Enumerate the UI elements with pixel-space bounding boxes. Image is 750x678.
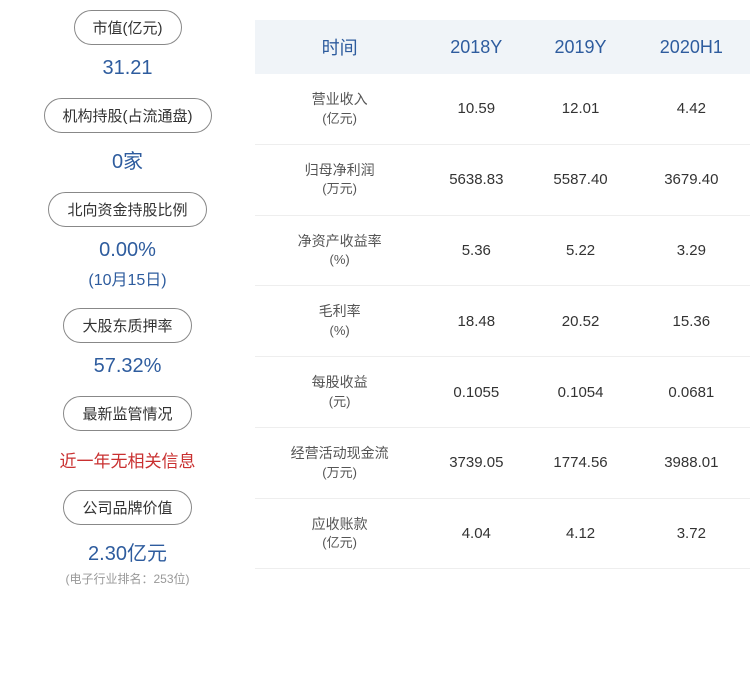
header-2020h1: 2020H1 bbox=[633, 20, 750, 74]
value-cell: 4.04 bbox=[424, 498, 528, 569]
value-cell: 5587.40 bbox=[528, 144, 632, 215]
stat-label: 大股东质押率 bbox=[63, 308, 191, 343]
value-cell: 10.59 bbox=[424, 74, 528, 144]
value-cell: 3679.40 bbox=[633, 144, 750, 215]
metric-unit: (亿元) bbox=[263, 110, 416, 128]
metric-cell: 应收账款 (亿元) bbox=[255, 498, 424, 569]
stat-label: 机构持股(占流通盘) bbox=[44, 98, 212, 133]
metric-cell: 经营活动现金流 (万元) bbox=[255, 427, 424, 498]
value-cell: 4.12 bbox=[528, 498, 632, 569]
stat-value: 57.32% bbox=[94, 355, 162, 378]
metric-name: 归母净利润 bbox=[263, 161, 416, 181]
table-header-row: 时间 2018Y 2019Y 2020H1 bbox=[255, 20, 750, 74]
stat-sub: (10月15日) bbox=[88, 266, 166, 290]
value-cell: 0.1055 bbox=[424, 357, 528, 428]
metric-cell: 毛利率 (%) bbox=[255, 286, 424, 357]
table-row: 毛利率 (%) 18.48 20.52 15.36 bbox=[255, 286, 750, 357]
metric-cell: 净资产收益率 (%) bbox=[255, 215, 424, 286]
value-cell: 5.36 bbox=[424, 215, 528, 286]
value-cell: 4.42 bbox=[633, 74, 750, 144]
value-cell: 20.52 bbox=[528, 286, 632, 357]
value-cell: 0.0681 bbox=[633, 357, 750, 428]
metric-name: 每股收益 bbox=[263, 373, 416, 393]
table-row: 净资产收益率 (%) 5.36 5.22 3.29 bbox=[255, 215, 750, 286]
stat-sub: (电子行业排名：253位) bbox=[65, 570, 189, 587]
financial-table: 时间 2018Y 2019Y 2020H1 营业收入 (亿元) 10.59 12… bbox=[255, 20, 750, 569]
stat-brand: 公司品牌价值 2.30亿元 (电子行业排名：253位) bbox=[25, 490, 230, 587]
left-stats-panel: 市值(亿元) 31.21 机构持股(占流通盘) 0家 北向资金持股比例 0.00… bbox=[0, 10, 255, 668]
metric-cell: 营业收入 (亿元) bbox=[255, 74, 424, 144]
stat-market-cap: 市值(亿元) 31.21 bbox=[25, 10, 230, 80]
stat-label: 最新监管情况 bbox=[63, 396, 191, 431]
value-cell: 3988.01 bbox=[633, 427, 750, 498]
table-body: 营业收入 (亿元) 10.59 12.01 4.42 归母净利润 (万元) 56… bbox=[255, 74, 750, 569]
metric-unit: (亿元) bbox=[263, 534, 416, 552]
header-2018: 2018Y bbox=[424, 20, 528, 74]
metric-name: 营业收入 bbox=[263, 90, 416, 110]
stat-pledge: 大股东质押率 57.32% bbox=[25, 308, 230, 378]
header-2019: 2019Y bbox=[528, 20, 632, 74]
metric-unit: (万元) bbox=[263, 180, 416, 198]
table-row: 经营活动现金流 (万元) 3739.05 1774.56 3988.01 bbox=[255, 427, 750, 498]
value-cell: 3739.05 bbox=[424, 427, 528, 498]
metric-unit: (%) bbox=[263, 251, 416, 269]
stat-label: 市值(亿元) bbox=[74, 10, 182, 45]
table-row: 归母净利润 (万元) 5638.83 5587.40 3679.40 bbox=[255, 144, 750, 215]
value-cell: 5.22 bbox=[528, 215, 632, 286]
metric-unit: (%) bbox=[263, 322, 416, 340]
value-cell: 12.01 bbox=[528, 74, 632, 144]
stat-northbound: 北向资金持股比例 0.00% (10月15日) bbox=[25, 192, 230, 290]
stat-regulatory: 最新监管情况 近一年无相关信息 bbox=[25, 396, 230, 472]
value-cell: 1774.56 bbox=[528, 427, 632, 498]
stat-value: 近一年无相关信息 bbox=[60, 447, 196, 472]
value-cell: 3.72 bbox=[633, 498, 750, 569]
value-cell: 15.36 bbox=[633, 286, 750, 357]
stat-value: 31.21 bbox=[102, 57, 152, 80]
metric-name: 经营活动现金流 bbox=[263, 444, 416, 464]
value-cell: 18.48 bbox=[424, 286, 528, 357]
stat-value: 0家 bbox=[112, 145, 143, 174]
table-row: 应收账款 (亿元) 4.04 4.12 3.72 bbox=[255, 498, 750, 569]
value-cell: 3.29 bbox=[633, 215, 750, 286]
stat-label: 北向资金持股比例 bbox=[48, 192, 206, 227]
metric-name: 毛利率 bbox=[263, 302, 416, 322]
metric-name: 应收账款 bbox=[263, 515, 416, 535]
stat-institutional: 机构持股(占流通盘) 0家 bbox=[25, 98, 230, 174]
value-cell: 5638.83 bbox=[424, 144, 528, 215]
table-row: 营业收入 (亿元) 10.59 12.01 4.42 bbox=[255, 74, 750, 144]
metric-name: 净资产收益率 bbox=[263, 232, 416, 252]
table-row: 每股收益 (元) 0.1055 0.1054 0.0681 bbox=[255, 357, 750, 428]
stat-value: 0.00% bbox=[99, 239, 156, 262]
financial-table-panel: 时间 2018Y 2019Y 2020H1 营业收入 (亿元) 10.59 12… bbox=[255, 10, 750, 668]
metric-cell: 每股收益 (元) bbox=[255, 357, 424, 428]
header-time: 时间 bbox=[255, 20, 424, 74]
metric-unit: (万元) bbox=[263, 464, 416, 482]
metric-unit: (元) bbox=[263, 393, 416, 411]
metric-cell: 归母净利润 (万元) bbox=[255, 144, 424, 215]
value-cell: 0.1054 bbox=[528, 357, 632, 428]
stat-label: 公司品牌价值 bbox=[63, 490, 191, 525]
stat-value: 2.30亿元 bbox=[88, 537, 167, 566]
